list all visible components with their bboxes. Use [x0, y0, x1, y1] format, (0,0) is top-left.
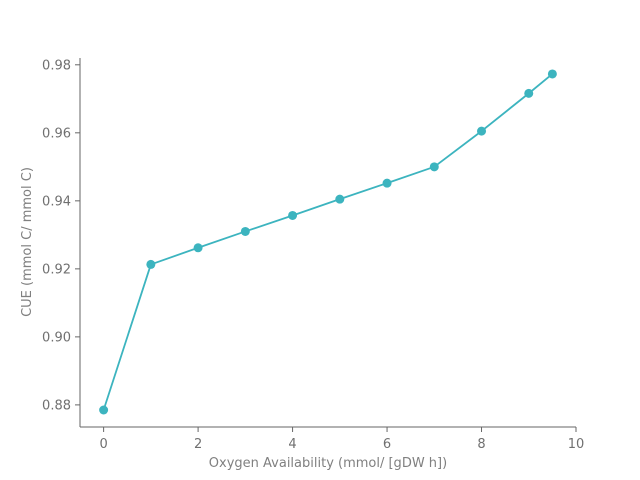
x-ticks: 0 2 4 6 8 10: [99, 427, 584, 452]
y-ticks: 0.88 0.90 0.92 0.94 0.96 0.98: [42, 58, 80, 413]
data-point: [382, 178, 392, 188]
x-tick-label: 6: [383, 437, 391, 452]
data-point: [477, 126, 487, 136]
x-tick-label: 0: [99, 437, 107, 452]
data-point: [240, 226, 250, 236]
x-tick-label: 8: [477, 437, 485, 452]
data-point: [547, 69, 557, 79]
x-tick-label: 10: [568, 437, 585, 452]
data-point: [524, 88, 534, 98]
series-line: [102, 73, 553, 411]
x-axis-title: Oxygen Availability (mmol/ [gDW h]): [209, 456, 447, 471]
x-tick-label: 4: [288, 437, 296, 452]
series-layer: [99, 69, 557, 415]
data-point: [193, 243, 203, 253]
y-tick-label: 0.92: [42, 262, 71, 277]
data-point: [288, 210, 298, 220]
y-axis-title: CUE (mmol C/ mmol C): [20, 167, 35, 317]
y-tick-label: 0.90: [42, 330, 71, 345]
y-tick-label: 0.94: [42, 194, 71, 209]
data-point: [335, 194, 345, 204]
y-tick-label: 0.96: [42, 126, 71, 141]
y-tick-label: 0.98: [42, 58, 71, 73]
data-point: [429, 162, 439, 172]
data-point: [99, 405, 109, 415]
x-tick-label: 2: [194, 437, 202, 452]
y-tick-label: 0.88: [42, 398, 71, 413]
data-point: [146, 259, 156, 269]
axes: [79, 58, 576, 428]
